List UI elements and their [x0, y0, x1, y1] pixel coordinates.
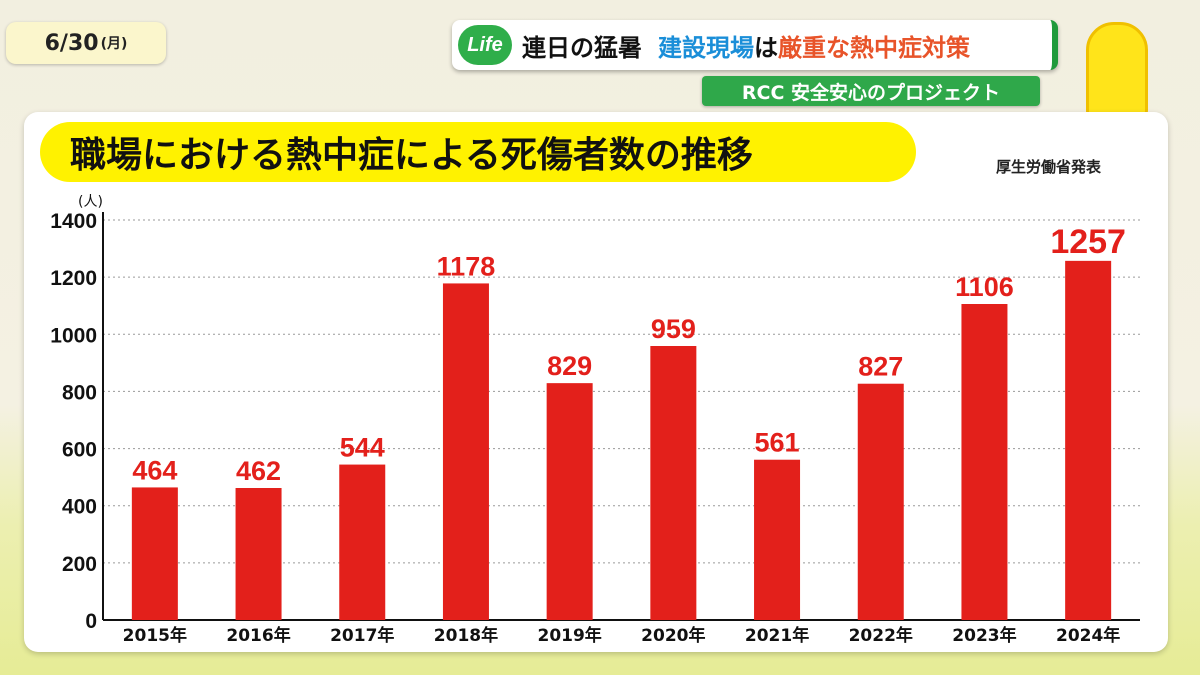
- data-label: 829: [547, 351, 592, 381]
- x-tick-label: 2022年: [849, 625, 913, 646]
- y-tick-label: 800: [62, 381, 97, 404]
- data-label: 464: [132, 455, 177, 485]
- y-axis-label: (人): [78, 194, 103, 210]
- bar: [546, 383, 593, 620]
- data-label: 959: [651, 314, 696, 344]
- y-tick-label: 400: [62, 496, 97, 519]
- y-tick-label: 1400: [50, 210, 97, 233]
- x-tick-label: 2018年: [434, 625, 498, 646]
- bar: [961, 304, 1008, 620]
- bar: [857, 383, 904, 620]
- data-label: 544: [340, 433, 385, 463]
- headline-part4: 厳重な熱中症対策: [778, 33, 970, 62]
- x-tick-label: 2023年: [952, 625, 1016, 646]
- bar: [650, 346, 697, 620]
- data-label: 1257: [1050, 223, 1126, 261]
- bar: [1065, 260, 1112, 620]
- chart-title: 職場における熱中症による死傷者数の推移: [40, 122, 916, 182]
- y-tick-label: 1200: [50, 267, 97, 290]
- y-tick-label: 200: [62, 553, 97, 576]
- bar: [442, 283, 489, 620]
- date-badge: 6/30 (月): [6, 22, 166, 64]
- y-tick-label: 1000: [50, 324, 97, 347]
- bar: [235, 488, 282, 620]
- date-weekday: (月): [100, 36, 128, 52]
- y-tick-label: 600: [62, 439, 97, 462]
- bar: [339, 464, 386, 620]
- x-tick-label: 2024年: [1056, 625, 1120, 646]
- bar: [131, 487, 178, 620]
- x-tick-label: 2021年: [745, 625, 809, 646]
- date-day: 6/30: [44, 30, 99, 56]
- project-subbar: RCC 安全安心のプロジェクト: [702, 76, 1040, 106]
- data-label: 1106: [955, 272, 1014, 302]
- headline-part3: は: [754, 33, 778, 62]
- data-label: 462: [236, 456, 281, 486]
- bar: [754, 459, 801, 620]
- x-tick-label: 2017年: [330, 625, 394, 646]
- x-tick-label: 2015年: [123, 625, 187, 646]
- x-tick-label: 2020年: [641, 625, 705, 646]
- headline-part1: 連日の猛暑: [522, 33, 642, 62]
- headline-part2: 建設現場: [658, 33, 754, 62]
- headline-banner: Life 連日の猛暑 建設現場 は 厳重な熱中症対策: [452, 20, 1058, 70]
- x-tick-label: 2019年: [537, 625, 601, 646]
- source-label: 厚生労働省発表: [996, 158, 1102, 176]
- data-label: 1178: [437, 251, 496, 281]
- y-tick-label: 0: [85, 610, 97, 633]
- life-logo-icon: Life: [458, 25, 512, 65]
- data-label: 827: [858, 352, 903, 382]
- x-tick-label: 2016年: [226, 625, 290, 646]
- data-label: 561: [755, 428, 800, 458]
